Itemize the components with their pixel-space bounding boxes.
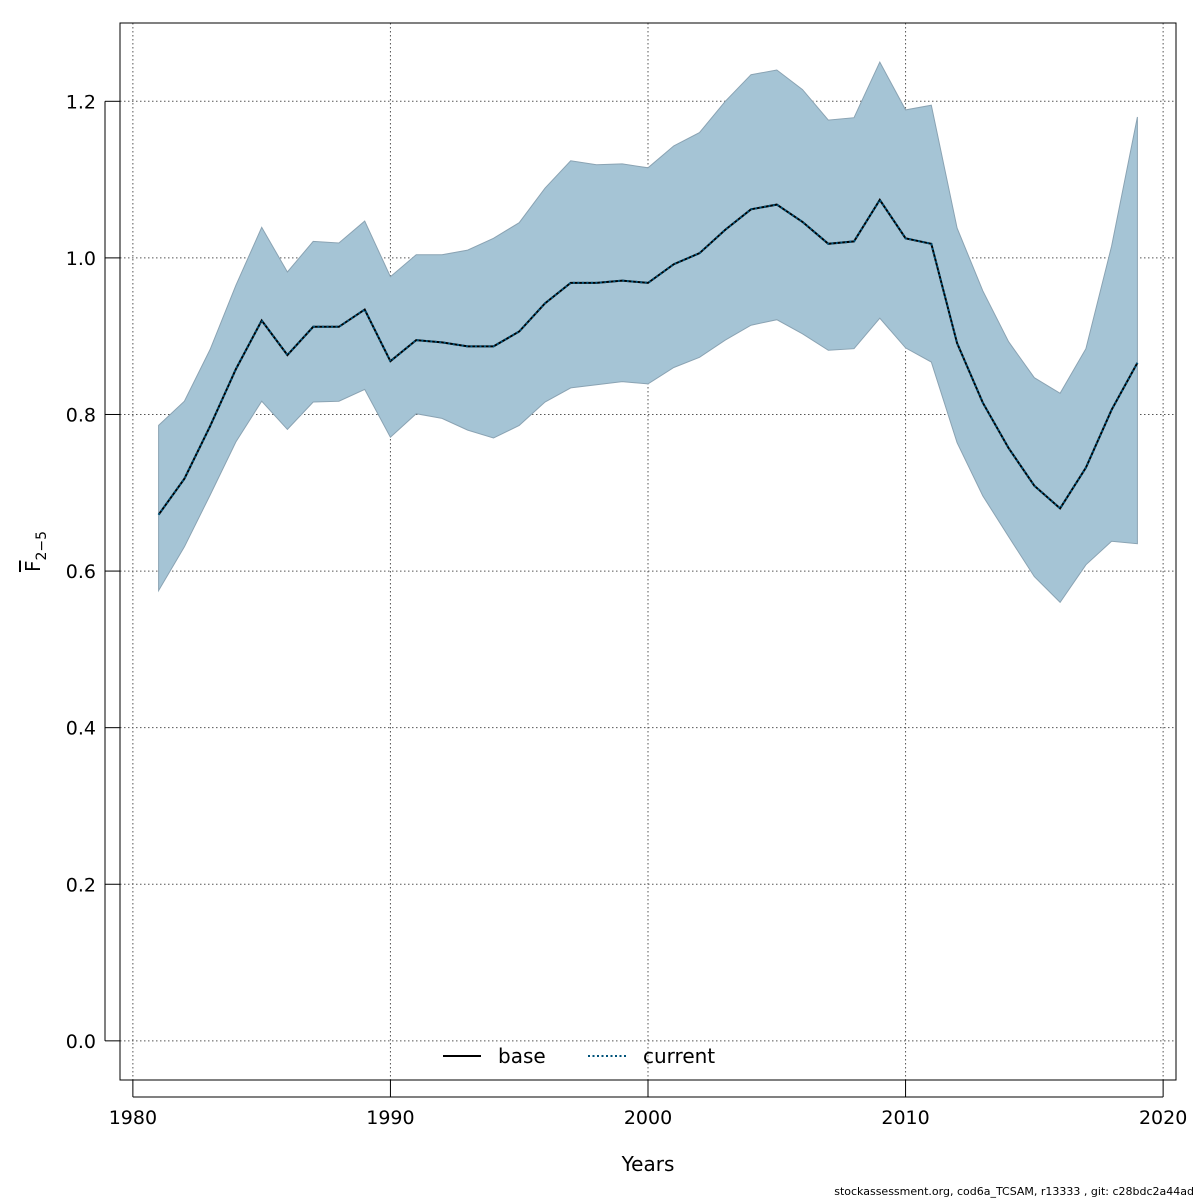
y-tick-label: 0.2	[66, 874, 96, 896]
x-tick-label: 2010	[881, 1107, 929, 1129]
footer-note: stockassessment.org, cod6a_TCSAM, r13333…	[834, 1185, 1194, 1198]
y-axis-label-main: F	[21, 561, 45, 573]
x-tick-label: 2000	[624, 1107, 672, 1129]
y-tick-label: 0.4	[66, 718, 96, 740]
base-series-line	[157, 198, 1139, 516]
legend-label-current: current	[643, 1044, 715, 1068]
legend-label-base: base	[498, 1044, 546, 1068]
svg-text:F2−5: F2−5	[21, 531, 50, 572]
x-tick-label: 1980	[109, 1107, 157, 1129]
x-tick-label: 1990	[366, 1107, 414, 1129]
y-tick-label: 1.0	[66, 248, 96, 270]
x-tick-label: 2020	[1139, 1107, 1187, 1129]
x-axis-label: Years	[621, 1152, 675, 1176]
confidence-band	[158, 60, 1138, 604]
y-axis-ticks: 0.0 0.2 0.4 0.6 0.8 1.0 1.2	[66, 91, 120, 1053]
y-tick-label: 0.0	[66, 1031, 96, 1053]
legend: base current	[443, 1044, 715, 1068]
y-tick-label: 0.8	[66, 404, 96, 426]
y-axis-label: F2−5	[21, 531, 50, 572]
x-axis-ticks: 1980 1990 2000 2010 2020	[109, 1080, 1187, 1129]
y-tick-label: 0.6	[66, 561, 96, 583]
y-tick-label: 1.2	[66, 91, 96, 113]
y-axis-label-subscript: 2−5	[34, 531, 50, 561]
